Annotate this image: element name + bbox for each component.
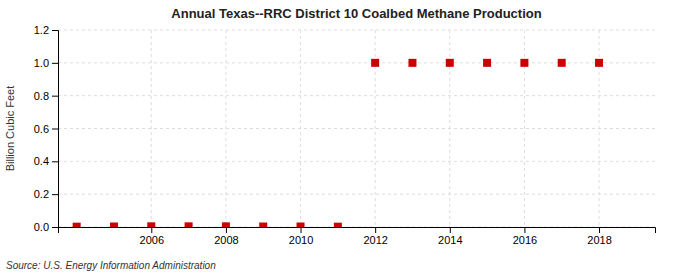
tick-mark bbox=[52, 30, 58, 31]
tick-label: 2014 bbox=[438, 234, 462, 246]
point bbox=[297, 223, 305, 227]
point bbox=[110, 223, 118, 227]
point bbox=[222, 222, 230, 227]
tick-label: 2016 bbox=[513, 234, 537, 246]
tick-mark bbox=[52, 96, 58, 97]
tick: 2016 bbox=[513, 227, 537, 246]
source-note: Source: U.S. Energy Information Administ… bbox=[6, 260, 216, 271]
tick-mark bbox=[301, 227, 302, 233]
point bbox=[371, 59, 379, 67]
tick-label: 2008 bbox=[214, 234, 238, 246]
grid-line bbox=[58, 128, 655, 129]
tick: 1.2 bbox=[34, 24, 58, 36]
tick-mark bbox=[52, 227, 58, 228]
point bbox=[558, 59, 566, 67]
point bbox=[408, 59, 416, 67]
tick-label: 0.2 bbox=[34, 188, 49, 200]
grid-line bbox=[58, 30, 655, 31]
grid-line bbox=[58, 95, 655, 96]
x-axis: 2006 2008 2010 2012 2014 2016 2018 bbox=[59, 227, 656, 246]
tick: 2018 bbox=[587, 227, 611, 246]
point bbox=[446, 59, 454, 67]
point bbox=[147, 222, 155, 227]
tick-mark bbox=[226, 227, 227, 233]
tick-mark bbox=[524, 227, 525, 233]
point bbox=[520, 59, 528, 67]
point bbox=[483, 59, 491, 67]
tick-label: 1.0 bbox=[34, 57, 49, 69]
tick-label: 1.2 bbox=[34, 24, 49, 36]
tick-mark bbox=[151, 227, 152, 233]
axis-line bbox=[59, 228, 656, 234]
tick-label: 0.6 bbox=[34, 123, 49, 135]
tick-mark bbox=[52, 129, 58, 130]
y-axis-title: Billion Cubic Feet bbox=[4, 86, 16, 172]
tick-mark bbox=[52, 161, 58, 162]
tick: 2014 bbox=[438, 227, 462, 246]
tick-mark bbox=[52, 194, 58, 195]
plot-area: 2006 2008 2010 2012 2014 2016 2018 0.0 0.2 0.4 0.6… bbox=[34, 24, 656, 246]
tick: 2008 bbox=[214, 227, 238, 246]
tick-label: 0.8 bbox=[34, 90, 49, 102]
point bbox=[595, 59, 603, 67]
point bbox=[185, 222, 193, 227]
chart: 2006 2008 2010 2012 2014 2016 2018 0.0 0.2 0.4 0.6… bbox=[0, 0, 675, 275]
tick: 2012 bbox=[363, 227, 387, 246]
tick-label: 0.4 bbox=[34, 155, 49, 167]
point bbox=[73, 223, 81, 227]
tick: 0.4 bbox=[34, 155, 58, 167]
y-axis: 0.0 0.2 0.4 0.6 0.8 1.0 1.2 bbox=[34, 24, 59, 233]
tick-label: 2018 bbox=[587, 234, 611, 246]
tick-label: 0.0 bbox=[34, 221, 49, 233]
tick-mark bbox=[450, 227, 451, 233]
tick-label: 2012 bbox=[363, 234, 387, 246]
grid bbox=[58, 30, 655, 227]
tick-label: 2006 bbox=[140, 234, 164, 246]
tick: 0.6 bbox=[34, 123, 58, 135]
point bbox=[259, 223, 267, 227]
tick: 0.2 bbox=[34, 188, 58, 200]
tick: 0.0 bbox=[34, 221, 58, 233]
point bbox=[334, 223, 342, 227]
grid-line bbox=[58, 161, 655, 162]
tick: 1.0 bbox=[34, 57, 58, 69]
grid-line bbox=[58, 194, 655, 195]
tick-label: 2010 bbox=[289, 234, 313, 246]
tick: 2006 bbox=[140, 227, 164, 246]
tick: 0.8 bbox=[34, 90, 58, 102]
points bbox=[73, 59, 603, 227]
title: Annual Texas--RRC District 10 Coalbed Me… bbox=[171, 6, 541, 21]
axis-line bbox=[52, 31, 59, 228]
tick-mark bbox=[599, 227, 600, 233]
tick: 2010 bbox=[289, 227, 313, 246]
tick-mark bbox=[52, 63, 58, 64]
tick-mark bbox=[375, 227, 376, 233]
